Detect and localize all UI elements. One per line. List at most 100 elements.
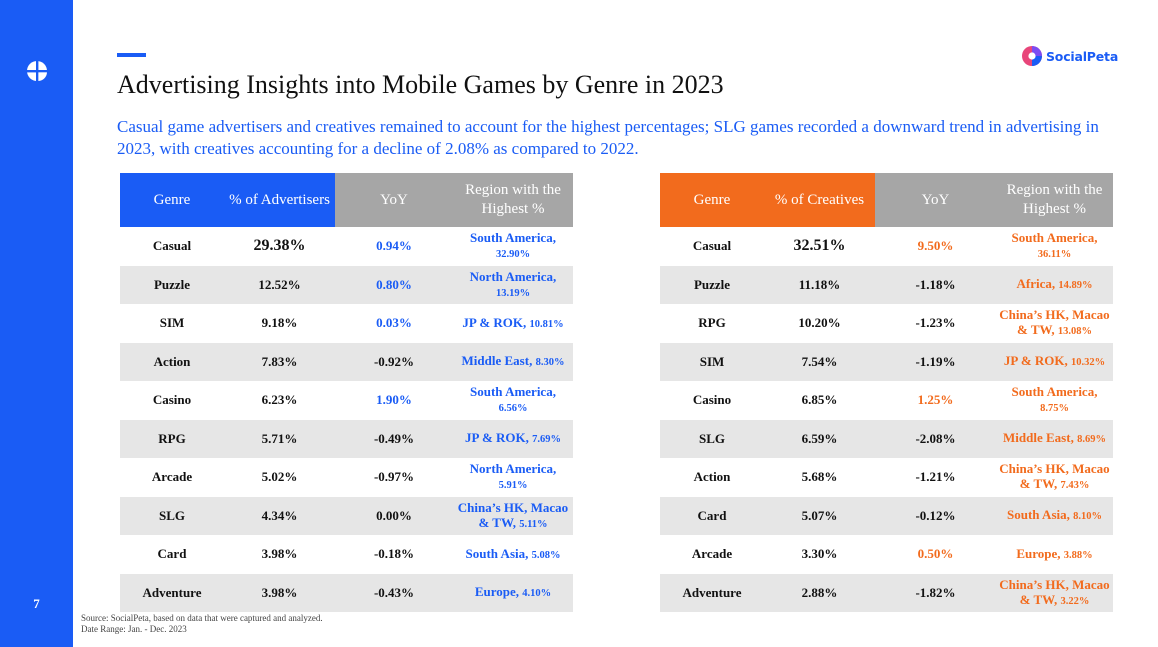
adv-pct-cell: 29.38%	[224, 227, 335, 266]
adv-pct-cell: 3.98%	[224, 535, 335, 574]
adv-row: RPG 5.71% -0.49% JP & ROK, 7.69%	[120, 419, 573, 458]
adv-region-cell: Middle East, 8.30%	[453, 342, 573, 381]
cre-pct-cell: 5.07%	[764, 496, 875, 535]
source-note: Source: SocialPeta, based on data that w…	[81, 613, 323, 623]
adv-region-cell: South America, 6.56%	[453, 381, 573, 420]
adv-header-yoy: YoY	[335, 173, 453, 227]
cre-pct-cell: 10.20%	[764, 304, 875, 343]
cre-pct-cell: 2.88%	[764, 573, 875, 612]
cre-yoy-cell: -1.23%	[875, 304, 996, 343]
cre-genre-cell: Action	[660, 458, 764, 497]
adv-region-name: South Asia,	[465, 545, 529, 561]
adv-pct-cell: 5.02%	[224, 458, 335, 497]
adv-region-pct: 8.30%	[535, 357, 565, 369]
cre-pct-cell: 6.59%	[764, 419, 875, 458]
adv-row: Adventure 3.98% -0.43% Europe, 4.10%	[120, 573, 573, 612]
cre-region-name: Africa,	[1016, 276, 1056, 292]
cre-genre-cell: Adventure	[660, 573, 764, 612]
cre-yoy-cell: 0.50%	[875, 535, 996, 574]
adv-genre-cell: Action	[120, 342, 224, 381]
adv-pct-cell: 12.52%	[224, 265, 335, 304]
adv-header-pct: % of Advertisers	[224, 173, 335, 227]
adv-row: Card 3.98% -0.18% South Asia, 5.08%	[120, 535, 573, 574]
cre-region-cell: South Asia, 8.10%	[996, 496, 1113, 535]
advertisers-table: Genre % of Advertisers YoY Region with t…	[120, 173, 573, 612]
adv-pct-cell: 5.71%	[224, 419, 335, 458]
adv-row: Casino 6.23% 1.90% South America, 6.56%	[120, 381, 573, 420]
adv-yoy-cell: -0.97%	[335, 458, 453, 497]
cre-region-cell: China’s HK, Macao & TW, 3.22%	[996, 573, 1113, 612]
adv-region-pct: 32.90%	[495, 249, 531, 261]
cre-pct-cell: 32.51%	[764, 227, 875, 266]
adv-region-pct: 4.10%	[522, 588, 552, 600]
adv-genre-cell: Casual	[120, 227, 224, 266]
adv-region-name: JP & ROK,	[462, 314, 527, 330]
adv-pct-cell: 9.18%	[224, 304, 335, 343]
cre-pct-cell: 11.18%	[764, 265, 875, 304]
cre-region-cell: China’s HK, Macao & TW, 7.43%	[996, 458, 1113, 497]
creatives-table: Genre % of Creatives YoY Region with the…	[660, 173, 1113, 612]
cre-region-name: South America,	[1011, 230, 1098, 246]
cre-header-yoy: YoY	[875, 173, 996, 227]
socialpeta-logo-icon	[1022, 46, 1042, 66]
adv-yoy-cell: 0.80%	[335, 265, 453, 304]
adv-row: SIM 9.18% 0.03% JP & ROK, 10.81%	[120, 304, 573, 343]
cre-genre-cell: Puzzle	[660, 265, 764, 304]
cre-region-name: China’s HK, Macao & TW,	[999, 461, 1110, 492]
cre-region-name: Europe,	[1016, 545, 1061, 561]
adv-pct-cell: 6.23%	[224, 381, 335, 420]
cre-pct-cell: 7.54%	[764, 342, 875, 381]
cre-genre-cell: Arcade	[660, 535, 764, 574]
cre-yoy-cell: -1.19%	[875, 342, 996, 381]
cre-region-name: China’s HK, Macao & TW,	[999, 307, 1110, 338]
cre-region-cell: Middle East, 8.69%	[996, 419, 1113, 458]
cre-yoy-cell: -1.18%	[875, 265, 996, 304]
cre-region-pct: 8.75%	[1040, 403, 1069, 415]
cre-region-name: South America,	[1011, 384, 1098, 400]
date-range-note: Date Range: Jan. - Dec. 2023	[81, 624, 187, 634]
cre-region-cell: China’s HK, Macao & TW, 13.08%	[996, 304, 1113, 343]
adv-region-pct: 10.81%	[529, 318, 564, 330]
adv-pct-cell: 4.34%	[224, 496, 335, 535]
cre-yoy-cell: 9.50%	[875, 227, 996, 266]
adv-region-name: South America,	[470, 230, 556, 246]
cre-region-pct: 14.89%	[1058, 280, 1093, 292]
cre-row: SLG 6.59% -2.08% Middle East, 8.69%	[660, 419, 1113, 458]
adv-region-cell: JP & ROK, 10.81%	[453, 304, 573, 343]
cre-region-pct: 7.43%	[1060, 480, 1090, 492]
cre-yoy-cell: -1.21%	[875, 458, 996, 497]
cre-region-pct: 3.22%	[1060, 595, 1090, 607]
cre-region-cell: South America, 36.11%	[996, 227, 1113, 266]
adv-region-cell: South America, 32.90%	[453, 227, 573, 266]
logo-icon	[27, 61, 48, 82]
adv-genre-cell: SLG	[120, 496, 224, 535]
adv-region-name: JP & ROK,	[464, 430, 529, 446]
adv-row: Casual 29.38% 0.94% South America, 32.90%	[120, 227, 573, 266]
adv-region-name: North America,	[469, 268, 557, 284]
adv-region-name: North America,	[469, 461, 557, 477]
adv-yoy-cell: 0.03%	[335, 304, 453, 343]
adv-genre-cell: RPG	[120, 419, 224, 458]
footer-source: Source: SocialPeta, based on data that w…	[81, 613, 323, 635]
cre-header-genre: Genre	[660, 173, 764, 227]
cre-region-cell: Africa, 14.89%	[996, 265, 1113, 304]
adv-yoy-cell: 1.90%	[335, 381, 453, 420]
adv-region-pct: 5.11%	[519, 518, 548, 530]
adv-region-cell: Europe, 4.10%	[453, 573, 573, 612]
cre-region-pct: 8.69%	[1077, 434, 1106, 446]
cre-region-name: China’s HK, Macao & TW,	[999, 576, 1110, 607]
adv-pct-cell: 7.83%	[224, 342, 335, 381]
adv-header-region: Region with the Highest %	[453, 173, 573, 227]
brand-logo: SocialPeta	[1021, 44, 1118, 68]
cre-region-pct: 36.11%	[1037, 249, 1072, 261]
title-accent-bar	[117, 53, 146, 57]
adv-region-name: China’s HK, Macao & TW,	[457, 499, 569, 530]
adv-region-name: Middle East,	[461, 353, 533, 369]
adv-region-pct: 13.19%	[495, 287, 531, 299]
cre-region-pct: 10.32%	[1071, 357, 1106, 369]
adv-yoy-cell: -0.49%	[335, 419, 453, 458]
adv-row: SLG 4.34% 0.00% China’s HK, Macao & TW, 5.1…	[120, 496, 573, 535]
cre-genre-cell: Casino	[660, 381, 764, 420]
cre-pct-cell: 6.85%	[764, 381, 875, 420]
cre-region-name: South Asia,	[1007, 507, 1070, 523]
